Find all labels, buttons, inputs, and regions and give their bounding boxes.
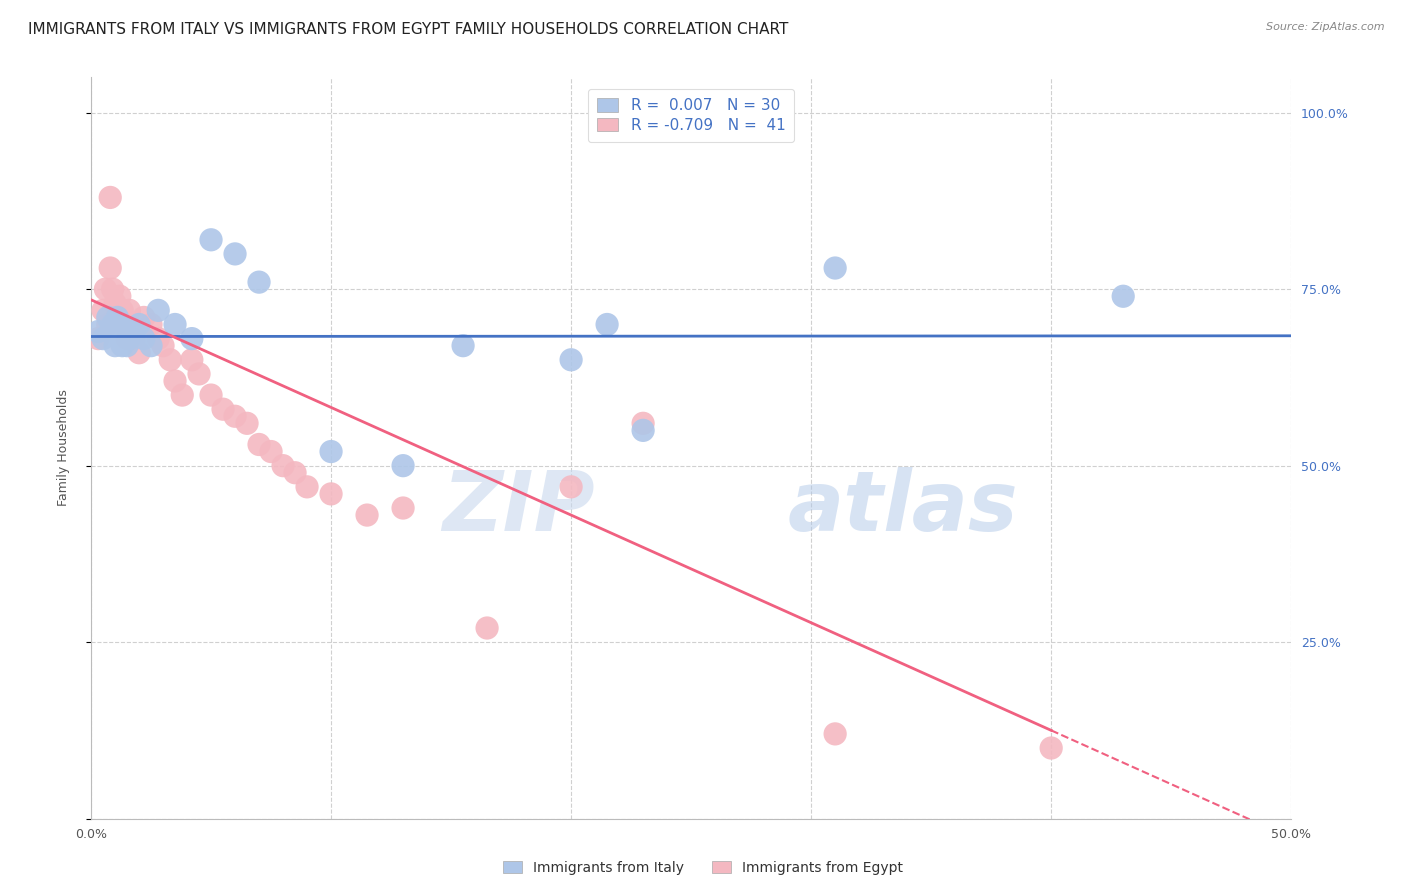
Point — [631, 417, 654, 431]
Point — [98, 325, 121, 339]
Point — [560, 352, 582, 367]
Point — [104, 296, 127, 310]
Point — [212, 402, 235, 417]
Point — [118, 303, 141, 318]
Point — [108, 318, 131, 332]
Point — [111, 303, 134, 318]
Point — [319, 487, 342, 501]
Point — [139, 318, 162, 332]
Point — [295, 480, 318, 494]
Point — [163, 318, 186, 332]
Point — [132, 332, 155, 346]
Point — [392, 458, 415, 473]
Text: atlas: atlas — [787, 467, 1018, 548]
Legend: Immigrants from Italy, Immigrants from Egypt: Immigrants from Italy, Immigrants from E… — [496, 855, 910, 880]
Point — [101, 318, 124, 332]
Point — [122, 332, 145, 346]
Point — [631, 423, 654, 437]
Point — [260, 444, 283, 458]
Point — [104, 339, 127, 353]
Point — [128, 345, 150, 359]
Point — [132, 310, 155, 325]
Point — [111, 339, 134, 353]
Point — [180, 332, 202, 346]
Text: ZIP: ZIP — [443, 467, 595, 548]
Point — [172, 388, 194, 402]
Point — [356, 508, 378, 522]
Point — [97, 310, 120, 325]
Point — [319, 444, 342, 458]
Point — [97, 318, 120, 332]
Point — [94, 282, 117, 296]
Point — [108, 289, 131, 303]
Legend: R =  0.007   N = 30, R = -0.709   N =  41: R = 0.007 N = 30, R = -0.709 N = 41 — [588, 89, 794, 142]
Point — [188, 367, 211, 381]
Point — [247, 437, 270, 451]
Point — [87, 325, 110, 339]
Point — [451, 339, 474, 353]
Point — [560, 480, 582, 494]
Point — [148, 303, 170, 318]
Text: Source: ZipAtlas.com: Source: ZipAtlas.com — [1267, 22, 1385, 32]
Point — [91, 303, 114, 318]
Point — [152, 339, 174, 353]
Point — [107, 310, 129, 325]
Point — [1040, 741, 1063, 756]
Point — [236, 417, 259, 431]
Point — [122, 325, 145, 339]
Point — [139, 339, 162, 353]
Point — [148, 332, 170, 346]
Point — [128, 318, 150, 332]
Point — [114, 332, 136, 346]
Point — [163, 374, 186, 388]
Point — [271, 458, 294, 473]
Point — [596, 318, 619, 332]
Y-axis label: Family Households: Family Households — [58, 390, 70, 507]
Point — [475, 621, 498, 635]
Point — [115, 332, 138, 346]
Point — [98, 190, 121, 204]
Point — [159, 352, 181, 367]
Point — [200, 388, 222, 402]
Point — [107, 303, 129, 318]
Point — [98, 260, 121, 275]
Point — [824, 260, 846, 275]
Point — [1112, 289, 1135, 303]
Point — [101, 282, 124, 296]
Point — [247, 275, 270, 289]
Point — [87, 332, 110, 346]
Point — [114, 318, 136, 332]
Point — [91, 332, 114, 346]
Point — [115, 339, 138, 353]
Point — [284, 466, 307, 480]
Point — [224, 247, 246, 261]
Point — [824, 727, 846, 741]
Point — [392, 501, 415, 516]
Point — [118, 332, 141, 346]
Text: IMMIGRANTS FROM ITALY VS IMMIGRANTS FROM EGYPT FAMILY HOUSEHOLDS CORRELATION CHA: IMMIGRANTS FROM ITALY VS IMMIGRANTS FROM… — [28, 22, 789, 37]
Point — [200, 233, 222, 247]
Point — [180, 352, 202, 367]
Point — [224, 409, 246, 424]
